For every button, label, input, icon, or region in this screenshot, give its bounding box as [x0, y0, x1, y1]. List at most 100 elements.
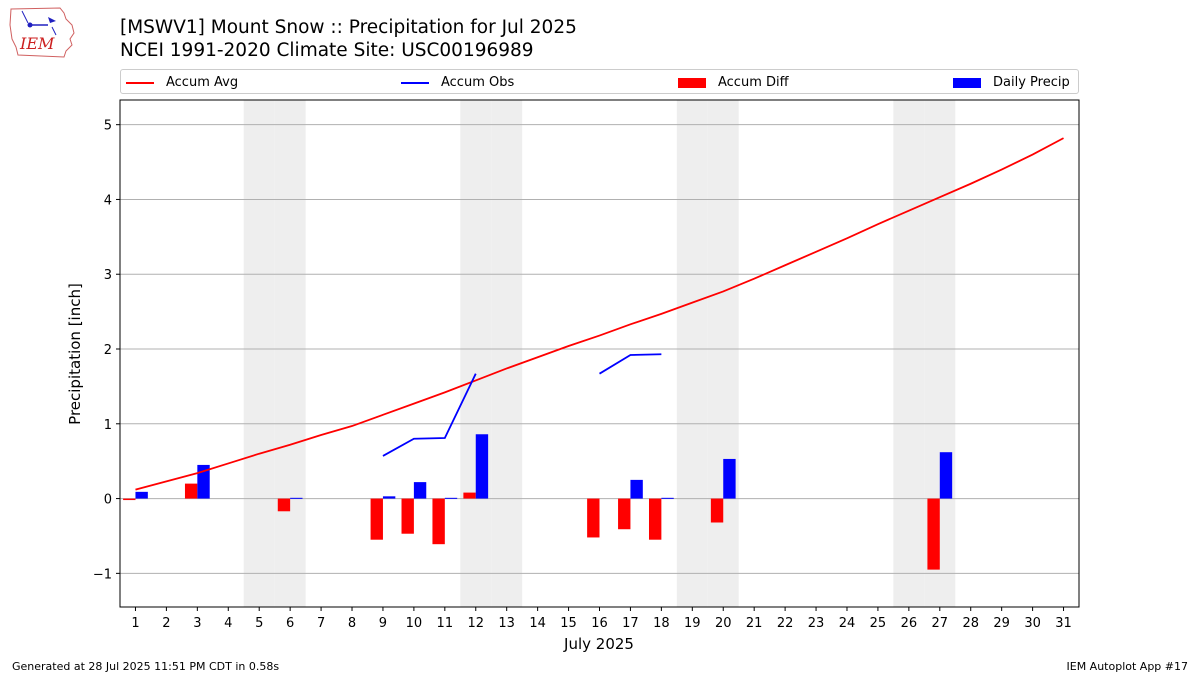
accum-diff-bar-27	[927, 498, 940, 570]
logo-text: IEM	[19, 34, 55, 53]
accum-diff-bar-18	[648, 498, 662, 540]
weekend-band-26	[893, 100, 925, 607]
x-tick-label-8: 8	[348, 616, 356, 631]
x-tick-label-21: 21	[746, 616, 763, 631]
x-tick-label-7: 7	[317, 616, 325, 631]
x-tick-label-18: 18	[653, 616, 670, 631]
x-tick-label-26: 26	[901, 616, 918, 631]
y-tick-label-4: 3	[104, 268, 112, 283]
x-tick-label-13: 13	[498, 616, 515, 631]
y-tick-label-3: 2	[104, 343, 112, 358]
footer-app: IEM Autoplot App #17	[1066, 660, 1189, 673]
daily-precip-bar-11	[444, 497, 458, 499]
weekend-band-12	[460, 100, 492, 607]
legend-label-accum-avg: Accum Avg	[166, 75, 239, 90]
legend-item-accum-avg: Accum Avg	[126, 70, 238, 95]
accum-obs-segment-1	[599, 353, 662, 375]
accum-diff-bar-17	[618, 498, 631, 530]
x-tick-label-6: 6	[286, 616, 294, 631]
daily-precip-bar-27	[939, 452, 953, 499]
x-tick-label-17: 17	[622, 616, 639, 631]
accum-diff-bar-9	[370, 498, 383, 540]
weekend-band-13	[491, 100, 523, 607]
legend-item-accum-diff: Accum Diff	[678, 70, 789, 95]
legend-item-accum-obs: Accum Obs	[401, 70, 514, 95]
x-axis-ticks: 1 2 3 4 5 6 7 8 9 10 11 12 13 14 15 16 17 18 19 20 21 22 23 24 2…	[131, 607, 1072, 631]
accum-diff-bar-10	[401, 498, 414, 534]
weekend-band-20	[707, 100, 739, 607]
weekend-shading	[243, 100, 956, 607]
footer-generated: Generated at 28 Jul 2025 11:51 PM CDT in…	[12, 660, 280, 673]
weekend-band-19	[676, 100, 708, 607]
legend-swatch-accum-obs	[401, 81, 429, 84]
x-tick-label-2: 2	[162, 616, 170, 631]
x-tick-label-24: 24	[839, 616, 856, 631]
daily-precip-bar-9	[382, 496, 396, 499]
x-tick-label-5: 5	[255, 616, 263, 631]
x-axis-label: July 2025	[563, 635, 634, 653]
x-tick-label-10: 10	[406, 616, 423, 631]
accum-diff-bars	[123, 483, 940, 570]
x-tick-label-22: 22	[777, 616, 794, 631]
accum-obs-line	[382, 353, 662, 457]
accum-diff-bar-20	[710, 498, 724, 523]
chart-subtitle: NCEI 1991-2020 Climate Site: USC00196989	[120, 40, 534, 61]
daily-precip-bar-10	[413, 482, 427, 499]
accum-diff-bar-12	[463, 492, 476, 499]
daily-precip-bar-3	[197, 464, 210, 499]
accum-diff-bar-16	[587, 498, 600, 538]
x-tick-label-29: 29	[993, 616, 1010, 631]
x-tick-label-19: 19	[684, 616, 701, 631]
y-tick-label-1: 0	[104, 493, 112, 508]
weekend-band-5	[243, 100, 275, 607]
x-tick-label-16: 16	[591, 616, 608, 631]
y-axis-ticks: −1 0 1 2 3 4 5	[93, 119, 120, 582]
accum-avg-line	[135, 137, 1064, 491]
accum-avg-series-line	[135, 137, 1064, 491]
x-tick-label-12: 12	[467, 616, 484, 631]
x-tick-label-27: 27	[932, 616, 949, 631]
legend-item-daily-precip: Daily Precip	[953, 70, 1070, 95]
chart-title: [MSWV1] Mount Snow :: Precipitation for …	[120, 17, 577, 38]
accum-diff-bar-1	[123, 498, 136, 501]
legend-label-accum-obs: Accum Obs	[441, 75, 515, 90]
x-tick-label-25: 25	[870, 616, 887, 631]
y-tick-label-0: −1	[93, 567, 112, 582]
x-tick-label-9: 9	[379, 616, 387, 631]
legend-label-accum-diff: Accum Diff	[718, 75, 789, 90]
daily-precip-bar-20	[723, 458, 736, 499]
accum-diff-bar-3	[184, 483, 198, 499]
accum-obs-segment-0	[382, 373, 477, 457]
daily-precip-bar-12	[475, 434, 489, 499]
y-tick-label-6: 5	[104, 119, 112, 134]
daily-precip-bar-17	[630, 479, 643, 499]
x-tick-label-15: 15	[560, 616, 577, 631]
iem-logo: IEM	[9, 7, 75, 58]
y-axis-label: Precipitation [inch]	[66, 283, 84, 425]
legend-swatch-daily-precip	[953, 77, 981, 88]
legend-label-daily-precip: Daily Precip	[993, 75, 1070, 90]
x-tick-label-14: 14	[529, 616, 546, 631]
daily-precip-bar-6	[290, 497, 303, 499]
legend: Accum Avg Accum Obs Accum Diff Daily Pre…	[120, 69, 1079, 94]
x-tick-label-3: 3	[193, 616, 201, 631]
y-tick-label-5: 4	[104, 193, 112, 208]
x-tick-label-11: 11	[437, 616, 454, 631]
daily-precip-bar-1	[135, 491, 148, 499]
x-tick-label-30: 30	[1024, 616, 1041, 631]
accum-diff-bar-11	[432, 498, 445, 545]
x-tick-label-23: 23	[808, 616, 825, 631]
daily-precip-bars	[135, 434, 953, 499]
daily-precip-bar-18	[661, 497, 674, 499]
accum-diff-bar-6	[277, 498, 291, 512]
x-tick-label-31: 31	[1055, 616, 1072, 631]
x-tick-label-4: 4	[224, 616, 232, 631]
y-tick-label-2: 1	[104, 418, 112, 433]
legend-swatch-accum-avg	[126, 81, 154, 84]
x-tick-label-1: 1	[131, 616, 139, 631]
x-tick-label-20: 20	[715, 616, 732, 631]
x-tick-label-28: 28	[962, 616, 979, 631]
weekend-band-6	[274, 100, 306, 607]
legend-swatch-accum-diff	[678, 77, 706, 88]
